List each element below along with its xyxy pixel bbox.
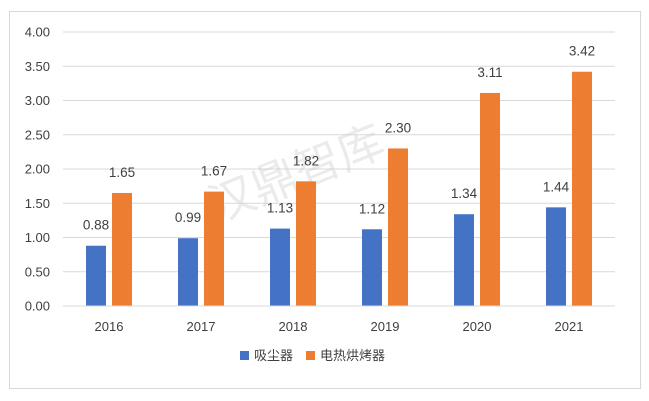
bar-oven-2020 [480,92,500,306]
y-tick-label: 2.50 [25,127,50,142]
bar-vacuum-2018 [270,228,290,306]
data-label: 1.65 [109,165,135,180]
bar-oven-2017 [204,191,224,306]
y-tick-label: 0.00 [25,299,50,314]
data-label: 2.30 [385,120,411,135]
data-label: 1.82 [293,153,319,168]
x-tick-label: 2019 [371,319,400,334]
y-tick-label: 3.50 [25,59,50,74]
data-label: 3.42 [569,44,595,59]
y-tick-label: 4.00 [25,25,50,40]
legend-label: 电热烘烤器 [320,349,385,364]
x-tick-label: 2017 [187,319,216,334]
data-label: 3.11 [477,65,502,80]
bar-vacuum-2017 [178,238,198,306]
x-tick-label: 2021 [555,319,584,334]
gridlines [63,31,615,273]
data-label: 1.67 [201,164,227,179]
data-label: 1.12 [359,201,385,216]
bar-oven-2021 [572,71,592,306]
data-label: 1.34 [451,186,478,201]
data-label: 0.99 [175,210,201,225]
bar-vacuum-2019 [362,229,382,306]
y-tick-label: 1.00 [25,230,50,245]
bar-oven-2019 [388,148,408,306]
bar-oven-2018 [296,181,316,306]
data-label: 1.13 [267,201,293,216]
bar-oven-2016 [112,192,132,306]
x-axis-ticks: 2016 2017 2018 2019 2020 2021 [95,319,584,334]
legend-swatch [240,351,249,360]
bar-vacuum-2016 [86,245,106,306]
y-axis-ticks: 0.00 0.50 1.00 1.50 2.00 2.50 3.00 3.50 4.00 [25,25,50,314]
bars [86,71,592,306]
x-tick-label: 2020 [463,319,492,334]
legend-swatch [306,351,315,360]
y-tick-label: 3.00 [25,93,50,108]
legend-label: 吸尘器 [254,349,293,364]
y-tick-label: 2.00 [25,162,50,177]
legend: 吸尘器 电热烘烤器 [240,349,385,364]
x-tick-label: 2018 [279,319,308,334]
data-label: 0.88 [83,218,109,233]
x-tick-label: 2016 [95,319,124,334]
y-tick-label: 0.50 [25,264,50,279]
bar-vacuum-2020 [454,214,474,306]
data-labels: 0.88 1.65 0.99 1.67 1.13 1.82 1.12 2.30 1.34 3.11… [83,44,595,233]
data-label: 1.44 [543,179,570,194]
y-tick-label: 1.50 [25,196,50,211]
bar-vacuum-2021 [546,207,566,306]
